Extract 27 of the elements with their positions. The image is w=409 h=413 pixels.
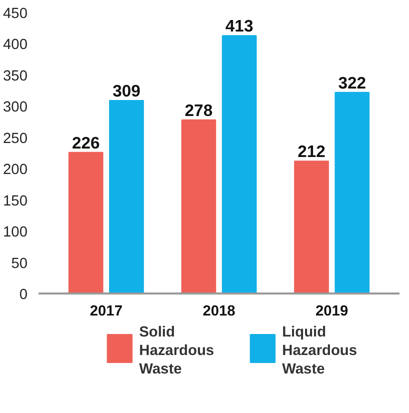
- bar: [68, 152, 104, 294]
- x-tick-label: 2017: [90, 304, 122, 320]
- y-tick-label: 300: [3, 100, 28, 116]
- bar: [222, 35, 257, 294]
- y-tick-label: 50: [11, 256, 28, 272]
- y-tick-label: 100: [3, 224, 28, 241]
- y-tick-label: 450: [3, 6, 28, 22]
- legend-label: Solid Hazardous Waste: [139, 324, 214, 378]
- x-tick-label: 2018: [202, 304, 236, 320]
- bar: [294, 160, 329, 294]
- legend-label: Liquid Hazardous Waste: [282, 324, 358, 378]
- y-tick-label: 0: [19, 287, 28, 303]
- bar: [334, 92, 370, 294]
- data-label: 413: [225, 16, 254, 36]
- data-label: 278: [184, 100, 213, 120]
- bar: [181, 119, 216, 294]
- y-tick-label: 250: [3, 130, 28, 147]
- bar: [109, 100, 144, 294]
- data-label: 322: [338, 73, 366, 92]
- data-label: 309: [112, 82, 140, 101]
- y-tick-label: 350: [3, 68, 28, 84]
- data-label: 226: [72, 133, 100, 152]
- y-tick-label: 150: [3, 193, 28, 210]
- y-tick-label: 200: [3, 162, 28, 178]
- y-tick-label: 400: [3, 37, 28, 54]
- data-label: 212: [298, 142, 326, 162]
- x-tick-label: 2019: [316, 304, 348, 320]
